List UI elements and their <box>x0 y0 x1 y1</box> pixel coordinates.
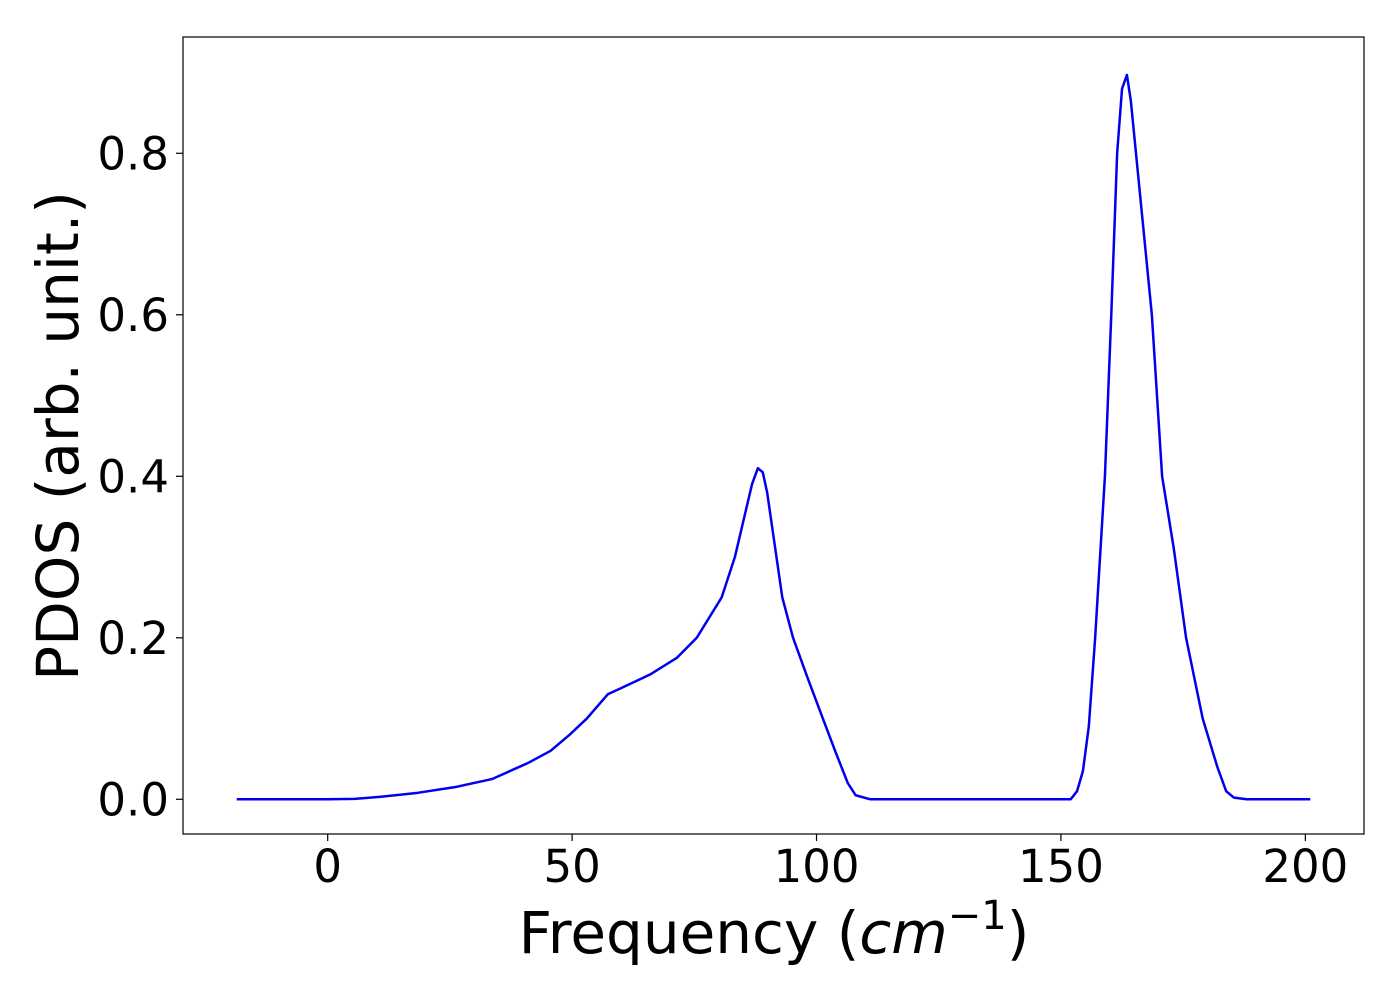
y-tick-label: 0.8 <box>97 127 169 180</box>
y-tick-label: 0.0 <box>97 773 169 826</box>
x-axis-label: Frequency (cm−1) <box>519 893 1030 967</box>
x-tick-label: 100 <box>774 840 860 893</box>
x-label-sup: −1 <box>948 893 1007 939</box>
plot-frame <box>182 36 1365 835</box>
x-label-close: ) <box>1007 899 1030 967</box>
x-tick-label: 50 <box>543 840 600 893</box>
y-tick-label: 0.2 <box>97 612 169 665</box>
x-tick-label: 150 <box>1018 840 1104 893</box>
x-tick-label: 0 <box>313 840 342 893</box>
x-label-math: cm <box>859 899 947 967</box>
x-label-text: Frequency ( <box>519 899 860 967</box>
pdos-line <box>236 73 1311 801</box>
y-tick-label: 0.4 <box>97 450 169 503</box>
y-tick-label: 0.6 <box>97 289 169 342</box>
x-tick-label: 200 <box>1262 840 1348 893</box>
y-axis-label: PDOS (arb. unit.) <box>24 191 92 681</box>
